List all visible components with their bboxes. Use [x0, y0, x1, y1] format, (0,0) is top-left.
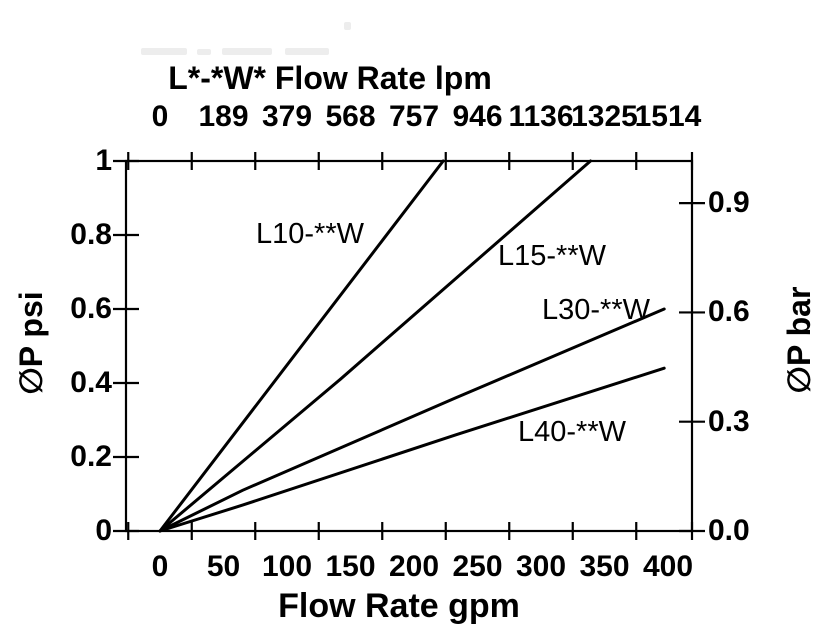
lpm-tick-label: 1325 — [571, 100, 638, 133]
gpm-tick-label: 200 — [388, 550, 440, 583]
curve-l15-w — [158, 159, 592, 533]
bar-tick-label: 0.3 — [708, 404, 750, 438]
curve-label-l40-w: L40-**W — [518, 416, 626, 448]
bar-tick-label: 0.0 — [708, 514, 750, 547]
ghost-text-artifact — [222, 48, 272, 55]
psi-tick-label: 0.4 — [70, 366, 112, 399]
curve-l40-w — [158, 366, 666, 533]
lpm-tick-label: 1514 — [634, 100, 702, 133]
gpm-tick-label: 150 — [325, 550, 376, 583]
ghost-text-artifact — [197, 49, 211, 55]
curve-l30-w — [158, 307, 666, 533]
psi-tick-label: 1 — [95, 144, 112, 177]
lpm-tick-label: 946 — [452, 100, 503, 133]
lpm-tick-label: 757 — [388, 100, 440, 133]
gpm-tick-label: 300 — [515, 550, 567, 583]
curve-label-l30-w: L30-**W — [542, 294, 650, 326]
ghost-text-artifact — [285, 48, 329, 55]
lpm-tick-label: 0 — [151, 100, 169, 133]
lpm-tick-label: 379 — [261, 100, 313, 133]
lpm-tick-label: 189 — [198, 100, 249, 133]
curve-l10-w — [158, 159, 445, 533]
gpm-tick-label: 50 — [206, 550, 241, 583]
ghost-text-artifact — [344, 22, 351, 30]
psi-tick-label: 0 — [95, 514, 112, 547]
lpm-tick-label: 568 — [325, 100, 376, 133]
lpm-tick-label: 1136 — [508, 100, 574, 133]
gpm-tick-label: 100 — [261, 550, 313, 583]
x-axis-title: Flow Rate gpm — [278, 587, 520, 625]
plot-frame — [124, 159, 694, 533]
psi-tick-label: 0.6 — [70, 292, 112, 325]
gpm-tick-label: 400 — [642, 550, 694, 583]
psi-tick-label: 0.2 — [70, 440, 112, 473]
top-axis-title: L*-*W* Flow Rate lpm — [168, 60, 492, 96]
bar-tick-label: 0.6 — [708, 295, 750, 329]
ghost-text-artifact — [141, 48, 187, 55]
curve-label-l10-w: L10-**W — [256, 218, 364, 250]
gpm-tick-label: 250 — [452, 550, 503, 583]
gpm-tick-label: 0 — [151, 550, 169, 583]
bar-tick-label: 0.9 — [708, 186, 750, 220]
curve-label-l15-w: L15-**W — [498, 240, 606, 272]
gpm-tick-label: 350 — [579, 550, 630, 583]
psi-tick-label: 0.8 — [70, 218, 112, 251]
